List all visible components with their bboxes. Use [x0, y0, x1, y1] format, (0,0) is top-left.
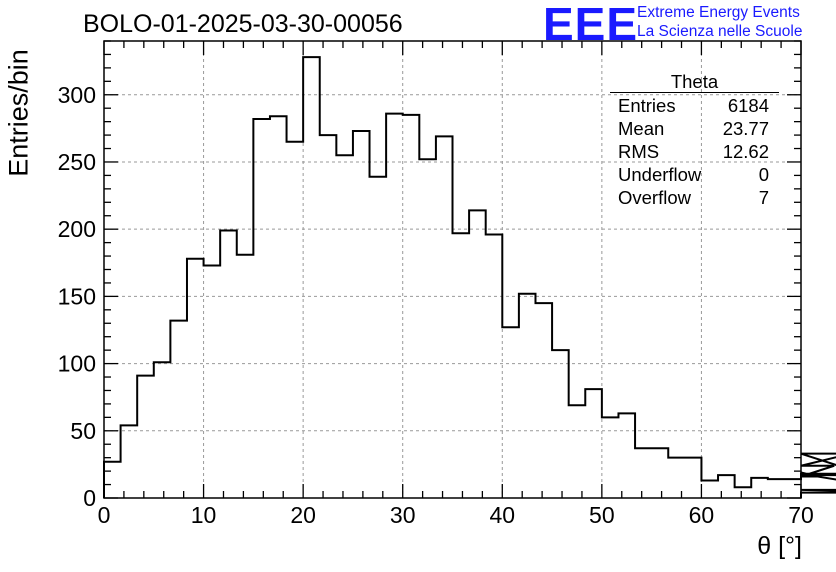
stats-label: Underflow	[618, 164, 702, 185]
y-tick-label: 300	[58, 82, 96, 108]
chart-title: BOLO-01-2025-03-30-00056	[83, 10, 403, 38]
y-tick-label: 150	[58, 283, 96, 309]
stats-row-entries: Entries 6184	[612, 94, 777, 117]
stats-divider	[610, 92, 779, 93]
x-tick-label: 60	[689, 502, 715, 528]
y-tick-labels: 0 50 100 150 200 250 300	[58, 82, 96, 511]
x-tick-label: 50	[589, 502, 615, 528]
stats-label: Mean	[618, 118, 665, 139]
stats-row-underflow: Underflow 0	[612, 163, 777, 186]
stats-value: 12.62	[722, 141, 769, 162]
stats-label: Entries	[618, 95, 676, 116]
stats-value: 6184	[727, 95, 769, 116]
x-tick-label: 0	[98, 502, 111, 528]
y-tick-label: 250	[58, 149, 96, 175]
y-tick-label: 100	[58, 351, 96, 377]
y-tick-label: 200	[58, 216, 96, 242]
stats-row-mean: Mean 23.77	[612, 117, 777, 140]
stats-box: Theta Entries 6184 Mean 23.77 RMS 12.62 Und…	[610, 71, 779, 209]
x-axis-label: θ [°]	[757, 532, 802, 560]
logo-line-2: La Scienza nelle Scuole	[637, 23, 803, 40]
stats-value: 23.77	[722, 118, 769, 139]
x-tick-label: 10	[191, 502, 217, 528]
stats-value: 7	[758, 187, 769, 208]
y-axis-label-box: Entries/bin	[4, 40, 34, 185]
stats-value: 0	[758, 164, 769, 185]
x-tick-label: 20	[290, 502, 316, 528]
stats-label: Overflow	[618, 187, 691, 208]
stats-row-overflow: Overflow 7	[612, 186, 777, 209]
eee-logo: EEE	[543, 0, 639, 50]
logo-line-1: Extreme Energy Events	[637, 4, 800, 21]
stats-label: RMS	[618, 141, 660, 162]
x-tick-label: 70	[788, 502, 814, 528]
stats-row-rms: RMS 12.62	[612, 140, 777, 163]
x-tick-label: 30	[390, 502, 416, 528]
axis-ticks	[103, 40, 802, 499]
y-axis-label: Entries/bin	[3, 48, 34, 177]
stats-title: Theta	[670, 71, 719, 92]
x-tick-labels: 0 10 20 30 40 50 60 70	[98, 502, 814, 528]
y-tick-label: 0	[83, 485, 96, 511]
x-tick-label: 40	[489, 502, 515, 528]
y-tick-label: 50	[70, 418, 96, 444]
logo-caption: Extreme Energy Events La Scienza nelle S…	[637, 3, 802, 41]
